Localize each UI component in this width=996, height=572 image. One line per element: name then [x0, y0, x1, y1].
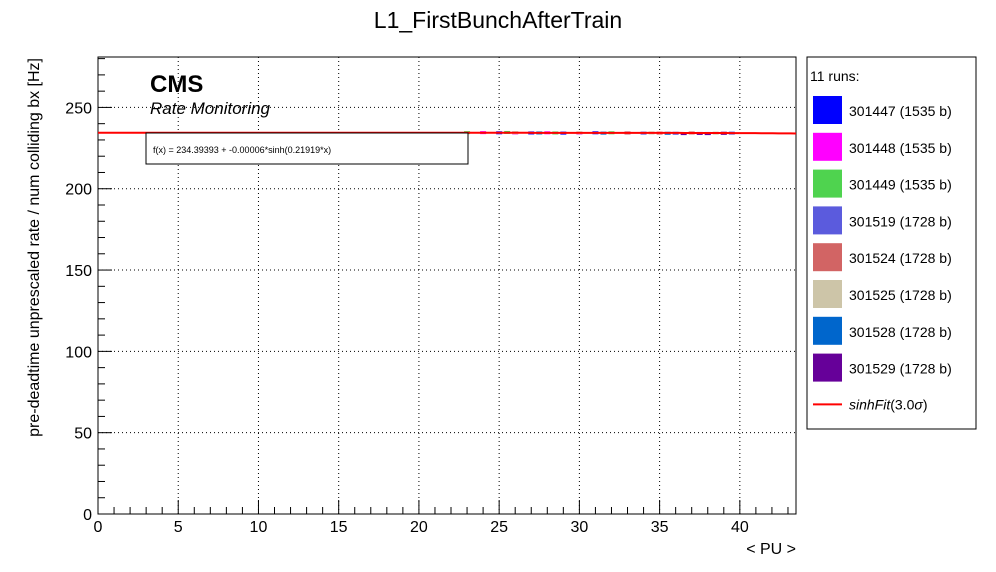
- legend-swatch: [813, 280, 842, 308]
- x-tick-label: 20: [410, 519, 428, 536]
- y-tick-label: 50: [74, 426, 92, 443]
- legend-swatch: [813, 169, 842, 198]
- x-tick-label: 5: [174, 519, 183, 536]
- cms-sublabel: Rate Monitoring: [150, 99, 271, 118]
- legend-swatch: [813, 353, 842, 382]
- x-tick-label: 30: [570, 519, 588, 536]
- legend-swatch: [813, 132, 842, 161]
- plot-frame: [97, 56, 797, 515]
- x-tick-label: 10: [250, 519, 268, 536]
- legend-label: 301528 (1728 b): [849, 324, 952, 340]
- x-tick-label: 40: [731, 519, 749, 536]
- y-tick-label: 0: [83, 507, 92, 524]
- x-tick-label: 0: [94, 519, 103, 536]
- fit-formula: f(x) = 234.39393 + -0.00006*sinh(0.21919…: [153, 145, 331, 155]
- cms-label: CMS: [150, 71, 203, 98]
- x-axis: 0 5 10 15 20 25 30 35 40: [94, 500, 789, 536]
- legend-label: 301449 (1535 b): [849, 177, 952, 193]
- legend-fit-label: sinhFit(3.0σ): [849, 396, 927, 412]
- fit-formula-box: [145, 132, 469, 165]
- chart-title: L1_FirstBunchAfterTrain: [374, 7, 622, 33]
- legend-swatch: [813, 243, 842, 272]
- y-tick-label: 250: [65, 100, 92, 117]
- y-tick-label: 200: [65, 182, 92, 199]
- y-tick-label: 100: [65, 344, 92, 361]
- legend-swatch: [813, 206, 842, 235]
- x-tick-label: 25: [490, 519, 508, 536]
- legend-label: 301519 (1728 b): [849, 213, 952, 229]
- legend-label: 301529 (1728 b): [849, 361, 952, 377]
- y-axis: 0 50 100 150 200 250: [65, 58, 112, 524]
- legend-label: 301524 (1728 b): [849, 250, 952, 266]
- y-tick-label: 150: [65, 263, 92, 280]
- legend-swatch: [813, 316, 842, 345]
- x-tick-label: 35: [651, 519, 669, 536]
- x-axis-label: < PU >: [746, 541, 796, 558]
- x-tick-label: 15: [330, 519, 348, 536]
- legend-label: 301448 (1535 b): [849, 140, 952, 156]
- legend-items: 301447 (1535 b) 301448 (1535 b) 301449 (15…: [813, 96, 952, 412]
- legend-label: 301447 (1535 b): [849, 103, 952, 119]
- y-axis-label: pre-deadtime unprescaled rate / num coll…: [26, 58, 43, 437]
- legend-swatch: [813, 96, 842, 124]
- legend-header: 11 runs:: [810, 68, 860, 84]
- legend-label: 301525 (1728 b): [849, 287, 952, 303]
